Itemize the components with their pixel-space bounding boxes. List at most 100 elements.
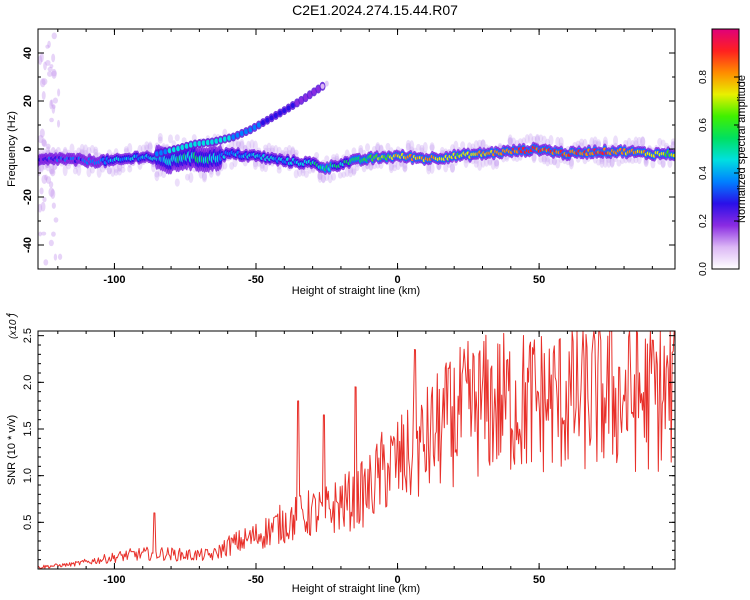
snr-ylabel: SNR (10 * v/v) <box>6 415 18 485</box>
spectrogram-halo <box>113 168 119 176</box>
spectrogram-halo <box>127 142 133 154</box>
spectrogram-branch-cell <box>214 138 219 144</box>
spectrogram-branch-cell <box>261 120 266 126</box>
snr-spike-point <box>413 349 416 351</box>
spectrogram-marks <box>38 32 675 266</box>
spectrogram-halo <box>555 136 561 148</box>
spectrogram-halo <box>320 172 326 184</box>
spectrogram-halo <box>246 140 252 152</box>
snr-frame <box>37 330 676 570</box>
spectrogram-branch-cell <box>286 105 291 111</box>
spectrogram-branch-cell <box>303 95 308 101</box>
spectrogram-halo <box>93 146 99 156</box>
spectrogram-halo <box>201 170 207 181</box>
spectrogram-branch-cell <box>176 146 181 152</box>
spectrogram-halo <box>473 159 479 168</box>
spectrogram-halo <box>531 135 537 143</box>
spectrogram-branch-cell <box>252 124 257 130</box>
spectrogram-branch-cell <box>159 150 164 156</box>
spectrogram-halo <box>670 141 675 150</box>
spectrogram-branch-cell <box>290 102 295 109</box>
spectrogram-halo <box>86 146 92 156</box>
spectrogram-branch-cell <box>265 117 270 123</box>
snr-ytick-label: 1.0 <box>22 468 34 483</box>
spectrogram-halo <box>405 142 411 153</box>
colorbar-tick-label: 0.6 <box>698 118 709 132</box>
spectrogram-speckle <box>53 253 58 261</box>
spectrogram-speckle <box>38 203 43 213</box>
spectrogram-halo <box>259 162 265 172</box>
spectrogram-ytick-label: -40 <box>22 237 34 253</box>
spectrogram-halo <box>548 134 554 146</box>
spectrogram-halo <box>320 174 326 183</box>
spectrogram-branch-cell <box>248 127 253 133</box>
snr-multiplier: (x10 ) 4 <box>6 313 19 339</box>
spectrogram-speckle <box>41 139 48 147</box>
spectrogram-halo <box>575 140 581 147</box>
spectrogram-halo <box>636 136 642 146</box>
spectrogram-halo <box>592 136 598 147</box>
snr-spike-point <box>323 414 325 416</box>
spectrogram-speckle <box>50 188 56 199</box>
spectrogram-halo <box>331 172 337 181</box>
spectrogram-halo <box>402 161 408 173</box>
spectrogram-halo <box>487 159 493 166</box>
colorbar-label: Normalized spectral amplitude <box>736 75 748 223</box>
spectrogram-speckle <box>51 231 56 237</box>
spectrogram-branch-cell <box>154 151 159 157</box>
snr-xlabel: Height of straight line (km) <box>292 583 420 595</box>
spectrogram-ytick-label: -20 <box>22 189 34 205</box>
spectrogram-halo <box>184 173 190 181</box>
spectrogram-halo <box>606 157 612 168</box>
spectrogram-halo <box>317 170 323 180</box>
spectrogram-halo <box>293 149 299 156</box>
spectrogram-branch-cell <box>324 80 329 87</box>
spectrogram-speckle <box>51 202 56 209</box>
snr-spike-point <box>651 339 653 341</box>
spectrogram-halo <box>449 163 455 173</box>
colorbar-tick-label: 0.2 <box>698 214 709 228</box>
spectrogram-halo <box>174 178 180 187</box>
spectrogram-halo <box>144 141 150 151</box>
snr-axes: -100 -50 0 50 0.5 1.0 1.5 2.0 2.5 <box>22 328 675 586</box>
spectrogram-speckle <box>52 97 58 104</box>
spectrogram-halo <box>76 163 82 176</box>
spectrogram-speckle <box>48 181 54 188</box>
spectrogram-cell <box>672 153 675 158</box>
spectrogram-speckle <box>44 174 48 181</box>
spectrogram-halo <box>222 161 228 170</box>
spectrogram-halo <box>630 157 636 164</box>
spectrogram-halo <box>477 159 483 171</box>
spectrogram-halo <box>640 136 646 147</box>
spectrogram-speckle <box>51 53 56 63</box>
spectrogram-halo <box>348 166 354 178</box>
spectrogram-halo <box>667 158 673 168</box>
spectrogram-speckle <box>51 104 56 110</box>
spectrogram-halo <box>405 139 411 151</box>
spectrogram-halo <box>79 143 85 155</box>
snr-xtick-label: -100 <box>103 574 125 586</box>
spectrogram-speckle <box>49 168 55 175</box>
spectrogram-halo <box>633 136 639 148</box>
spectrogram-branch-cell <box>256 122 261 128</box>
spectrogram-speckle <box>41 231 47 236</box>
spectrogram-speckle <box>38 231 42 237</box>
spectrogram-speckle <box>57 88 61 97</box>
spectrogram-halo <box>303 170 309 178</box>
spectrogram-halo <box>494 159 500 170</box>
spectrogram-speckle <box>40 201 46 212</box>
spectrogram-halo <box>596 159 602 166</box>
spectrogram-halo <box>351 147 357 156</box>
spectrogram-branch-cell <box>273 112 278 118</box>
spectrogram-speckle <box>41 78 48 86</box>
spectrogram-halo <box>551 158 557 166</box>
spectrogram-halo <box>558 136 564 148</box>
spectrogram-halo <box>616 159 622 167</box>
spectrogram-plot-area <box>38 29 675 269</box>
spectrogram-halo <box>324 155 330 163</box>
spectrogram-speckle <box>41 91 46 100</box>
snr-panel: -100 -50 0 50 0.5 1.0 1.5 2.0 2.5 Height of stra… <box>6 313 676 595</box>
spectrogram-halo <box>633 140 639 149</box>
spectrogram-halo <box>480 139 486 149</box>
spectrogram-halo <box>283 146 289 155</box>
